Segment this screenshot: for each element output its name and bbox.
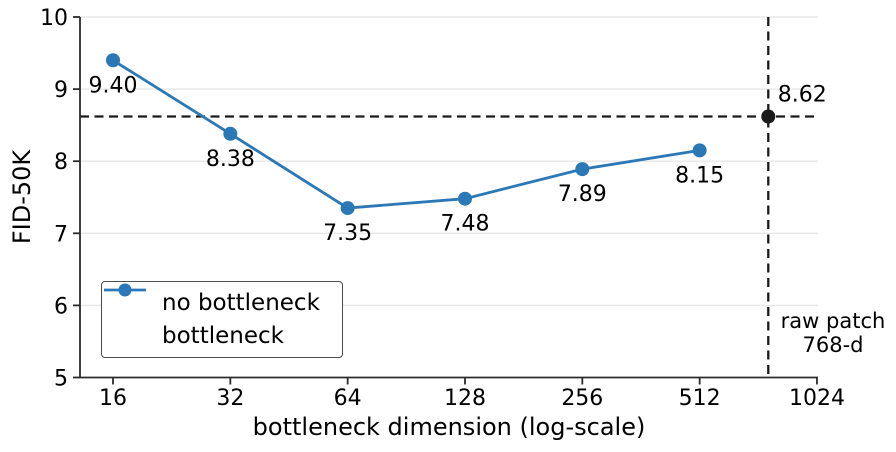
x-tick-label: 128 [444,386,486,411]
data-point [575,162,590,177]
x-tick-label: 1024 [789,386,845,411]
series-no-bottleneck: 8.62 [761,82,827,124]
x-axis-title: bottleneck dimension (log-scale) [252,413,646,441]
data-point-label: 7.35 [323,221,372,246]
data-point-label: 7.48 [440,212,489,237]
y-tick-label: 6 [54,294,68,319]
x-tick-label: 512 [679,386,721,411]
data-point [106,53,120,68]
x-tick-label: 32 [216,386,244,411]
y-tick-label: 7 [54,222,68,247]
series-line [111,58,702,210]
data-point [761,109,776,124]
data-point-label: 8.62 [778,82,827,107]
legend: no bottleneck bottleneck [101,281,343,358]
data-point-label: 8.15 [675,163,724,188]
data-point [457,191,472,206]
legend-label-bottleneck: bottleneck [162,322,284,349]
y-tick-label: 5 [54,367,68,392]
x-tick-label: 16 [99,386,127,411]
x-tick-label: 64 [334,386,362,411]
data-point-label: 9.40 [89,73,138,98]
y-axis-title: FID-50K [8,149,36,245]
legend-label-no-bottleneck: no bottleneck [162,289,320,316]
gridlines [80,16,818,307]
y-tick-label: 9 [54,78,68,103]
axes: 5 6 7 8 9 10 16 32 64 128 256 512 1024 [40,6,845,411]
legend-item-bottleneck: bottleneck [104,283,342,352]
y-tick-label: 10 [40,6,68,31]
series-bottleneck: 9.40 8.38 7.35 7.48 7.89 8.15 [89,53,724,246]
data-point-label: 8.38 [206,147,255,172]
data-point-label: 7.89 [558,182,607,207]
y-tick-label: 8 [54,150,68,175]
annotation-line2: 768-d [802,333,864,357]
data-point [692,143,707,158]
x-tick-label: 256 [561,386,603,411]
raw-patch-annotation: raw patch 768-d [781,309,886,357]
annotation-line1: raw patch [780,309,886,333]
data-point [340,201,355,216]
data-point [223,126,238,141]
